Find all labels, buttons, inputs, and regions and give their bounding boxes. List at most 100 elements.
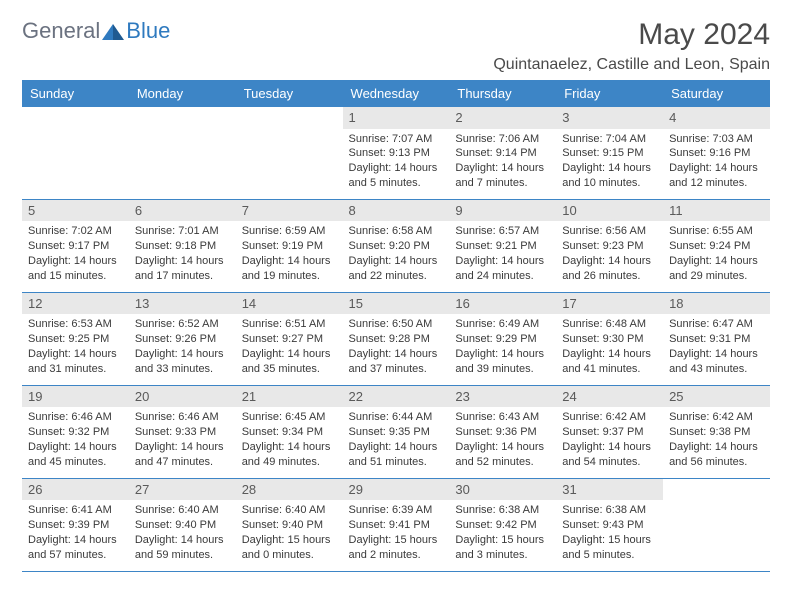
day-info-line: Sunset: 9:23 PM	[562, 239, 657, 254]
logo-triangle-icon	[102, 22, 124, 40]
calendar-day-cell: 13Sunrise: 6:52 AMSunset: 9:26 PMDayligh…	[129, 292, 236, 385]
day-info-line: and 10 minutes.	[562, 176, 657, 191]
day-info-line: Daylight: 14 hours	[669, 161, 764, 176]
day-info-line: Daylight: 14 hours	[455, 347, 550, 362]
day-info-line: Sunrise: 6:53 AM	[28, 317, 123, 332]
day-info-line: Sunrise: 6:43 AM	[455, 410, 550, 425]
day-info-line: Sunset: 9:36 PM	[455, 425, 550, 440]
calendar-day-cell: 10Sunrise: 6:56 AMSunset: 9:23 PMDayligh…	[556, 199, 663, 292]
calendar-day-cell: 7Sunrise: 6:59 AMSunset: 9:19 PMDaylight…	[236, 199, 343, 292]
day-info-line: Sunset: 9:32 PM	[28, 425, 123, 440]
calendar-day-cell: 1Sunrise: 7:07 AMSunset: 9:13 PMDaylight…	[343, 107, 450, 199]
day-number: 22	[343, 386, 450, 408]
day-info-line: Daylight: 15 hours	[455, 533, 550, 548]
calendar-day-cell: 31Sunrise: 6:38 AMSunset: 9:43 PMDayligh…	[556, 478, 663, 571]
day-info-line: Sunset: 9:20 PM	[349, 239, 444, 254]
day-info-line: Sunrise: 6:59 AM	[242, 224, 337, 239]
day-number: 23	[449, 386, 556, 408]
day-info-line: Sunrise: 6:46 AM	[28, 410, 123, 425]
day-info-line: and 52 minutes.	[455, 455, 550, 470]
day-info-line: Daylight: 14 hours	[28, 347, 123, 362]
calendar-day-cell: 15Sunrise: 6:50 AMSunset: 9:28 PMDayligh…	[343, 292, 450, 385]
calendar-day-cell	[663, 478, 770, 571]
day-number: 11	[663, 200, 770, 222]
title-block: May 2024 Quintanaelez, Castille and Leon…	[493, 18, 770, 74]
day-info-line: Sunset: 9:15 PM	[562, 146, 657, 161]
day-info-line: Sunset: 9:21 PM	[455, 239, 550, 254]
day-info-line: Sunrise: 7:04 AM	[562, 132, 657, 147]
day-info-line: Sunrise: 6:45 AM	[242, 410, 337, 425]
day-number: 24	[556, 386, 663, 408]
calendar-day-cell: 29Sunrise: 6:39 AMSunset: 9:41 PMDayligh…	[343, 478, 450, 571]
day-info-line: and 12 minutes.	[669, 176, 764, 191]
calendar-day-cell	[236, 107, 343, 199]
day-info-line: Daylight: 14 hours	[28, 254, 123, 269]
day-info-line: Sunrise: 6:38 AM	[562, 503, 657, 518]
day-info-line: Daylight: 14 hours	[669, 440, 764, 455]
weekday-header: Saturday	[663, 80, 770, 107]
weekday-header-row: Sunday Monday Tuesday Wednesday Thursday…	[22, 80, 770, 107]
month-title: May 2024	[493, 18, 770, 52]
calendar-day-cell: 2Sunrise: 7:06 AMSunset: 9:14 PMDaylight…	[449, 107, 556, 199]
calendar-day-cell: 12Sunrise: 6:53 AMSunset: 9:25 PMDayligh…	[22, 292, 129, 385]
day-info-line: and 51 minutes.	[349, 455, 444, 470]
day-number: 25	[663, 386, 770, 408]
day-info-line: Daylight: 14 hours	[135, 254, 230, 269]
day-info-line: Sunset: 9:34 PM	[242, 425, 337, 440]
day-info-line: Sunrise: 6:42 AM	[669, 410, 764, 425]
day-info-line: and 5 minutes.	[349, 176, 444, 191]
day-info-line: Sunset: 9:38 PM	[669, 425, 764, 440]
day-info-line: and 5 minutes.	[562, 548, 657, 563]
calendar-body: 1Sunrise: 7:07 AMSunset: 9:13 PMDaylight…	[22, 107, 770, 571]
calendar-day-cell: 24Sunrise: 6:42 AMSunset: 9:37 PMDayligh…	[556, 385, 663, 478]
day-info-line: Sunrise: 6:47 AM	[669, 317, 764, 332]
day-number: 18	[663, 293, 770, 315]
calendar-day-cell: 21Sunrise: 6:45 AMSunset: 9:34 PMDayligh…	[236, 385, 343, 478]
day-number: 27	[129, 479, 236, 501]
day-info-line: and 35 minutes.	[242, 362, 337, 377]
day-info-line: Sunrise: 6:39 AM	[349, 503, 444, 518]
weekday-header: Thursday	[449, 80, 556, 107]
weekday-header: Wednesday	[343, 80, 450, 107]
day-info-line: and 22 minutes.	[349, 269, 444, 284]
day-number: 16	[449, 293, 556, 315]
calendar-day-cell: 8Sunrise: 6:58 AMSunset: 9:20 PMDaylight…	[343, 199, 450, 292]
calendar-day-cell: 5Sunrise: 7:02 AMSunset: 9:17 PMDaylight…	[22, 199, 129, 292]
day-info-line: Sunrise: 6:41 AM	[28, 503, 123, 518]
weekday-header: Sunday	[22, 80, 129, 107]
calendar-day-cell: 3Sunrise: 7:04 AMSunset: 9:15 PMDaylight…	[556, 107, 663, 199]
day-info-line: and 17 minutes.	[135, 269, 230, 284]
day-number: 10	[556, 200, 663, 222]
day-info-line: and 15 minutes.	[28, 269, 123, 284]
day-number: 8	[343, 200, 450, 222]
day-number: 14	[236, 293, 343, 315]
day-info-line: Daylight: 15 hours	[242, 533, 337, 548]
day-info-line: Sunrise: 7:07 AM	[349, 132, 444, 147]
calendar-day-cell: 20Sunrise: 6:46 AMSunset: 9:33 PMDayligh…	[129, 385, 236, 478]
calendar-table: Sunday Monday Tuesday Wednesday Thursday…	[22, 80, 770, 572]
day-info-line: and 47 minutes.	[135, 455, 230, 470]
day-info-line: Sunset: 9:26 PM	[135, 332, 230, 347]
day-number: 29	[343, 479, 450, 501]
day-number: 2	[449, 107, 556, 129]
day-info-line: Sunset: 9:28 PM	[349, 332, 444, 347]
day-number: 19	[22, 386, 129, 408]
day-info-line: Daylight: 14 hours	[242, 254, 337, 269]
day-info-line: Sunset: 9:18 PM	[135, 239, 230, 254]
day-info-line: Daylight: 14 hours	[562, 161, 657, 176]
day-info-line: Sunset: 9:27 PM	[242, 332, 337, 347]
day-info-line: Sunset: 9:33 PM	[135, 425, 230, 440]
day-info-line: Sunrise: 7:02 AM	[28, 224, 123, 239]
day-info-line: Sunrise: 6:56 AM	[562, 224, 657, 239]
calendar-week-row: 26Sunrise: 6:41 AMSunset: 9:39 PMDayligh…	[22, 478, 770, 571]
day-info-line: Sunrise: 6:40 AM	[242, 503, 337, 518]
day-number: 26	[22, 479, 129, 501]
day-info-line: and 39 minutes.	[455, 362, 550, 377]
day-info-line: Sunrise: 6:44 AM	[349, 410, 444, 425]
day-info-line: Sunset: 9:14 PM	[455, 146, 550, 161]
day-info-line: Daylight: 15 hours	[349, 533, 444, 548]
calendar-day-cell	[129, 107, 236, 199]
weekday-header: Friday	[556, 80, 663, 107]
calendar-day-cell: 25 Sunrise: 6:42 AMSunset: 9:38 PMDayligh…	[663, 385, 770, 478]
day-info-line: and 54 minutes.	[562, 455, 657, 470]
